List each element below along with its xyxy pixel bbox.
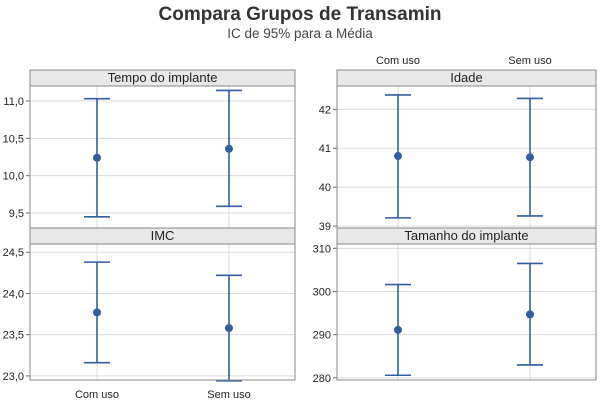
panel-tempo-do-implante-mean-point-com-uso	[93, 153, 101, 162]
panel-idade-mean-point-com-uso	[394, 152, 402, 161]
panel-tamanho-do-implante-y-tick-label: 300	[313, 286, 331, 298]
panel-idade-background	[337, 86, 596, 228]
x-category-label-bottom: Com uso	[75, 389, 119, 401]
panel-tempo-do-implante-y-tick-label: 11,0	[3, 96, 24, 108]
panel-imc-frame	[29, 227, 296, 381]
panel-tempo-do-implante-y-tick-label: 10,0	[3, 171, 24, 183]
panel-tamanho-do-implante-y-tick-label: 290	[313, 330, 331, 342]
panel-tempo-do-implante-y-tick-label: 9,5	[9, 208, 24, 220]
panel-tempo-do-implante-strip-label: Tempo do implante	[108, 70, 218, 85]
chart-subtitle: IC de 95% para a Média	[227, 26, 373, 41]
panel-imc-background	[30, 244, 295, 380]
panel-idade-y-tick-label: 41	[319, 143, 331, 155]
chart-title: Compara Grupos de Transamin	[159, 4, 442, 25]
panel-idade-y-tick-label: 39	[319, 221, 331, 233]
panel-tempo-do-implante-mean-point-sem-uso	[225, 144, 233, 153]
panel-tamanho-do-implante-background	[337, 244, 596, 380]
panel-imc-y-tick-label: 23,5	[3, 330, 24, 342]
panel-imc-y-tick-label: 23,0	[3, 371, 24, 383]
panel-imc-y-tick-label: 24,5	[3, 247, 24, 259]
panel-tamanho-do-implante-mean-point-com-uso	[394, 325, 402, 334]
x-category-label-top: Sem uso	[508, 55, 551, 67]
panel-idade-strip-label: Idade	[450, 70, 483, 85]
panel-idade-y-tick-label: 40	[319, 182, 331, 194]
panel-idade-mean-point-sem-uso	[526, 153, 534, 162]
panel-imc-mean-point-sem-uso	[225, 324, 233, 333]
panel-tamanho-do-implante-frame	[336, 227, 597, 381]
panel-tamanho-do-implante-mean-point-sem-uso	[526, 310, 534, 319]
panel-tamanho-do-implante-y-tick-label: 280	[313, 373, 331, 385]
panel-imc-y-tick-label: 24,0	[3, 288, 24, 300]
panel-imc-mean-point-com-uso	[93, 308, 101, 317]
x-category-label-bottom: Sem uso	[207, 389, 250, 401]
panel-idade-y-tick-label: 42	[319, 104, 331, 116]
panel-tempo-do-implante-y-tick-label: 10,5	[3, 133, 24, 145]
panel-tempo-do-implante-background	[30, 86, 295, 228]
panel-imc-strip-label: IMC	[151, 228, 175, 243]
panel-tamanho-do-implante-strip-label: Tamanho do implante	[404, 228, 528, 243]
panel-tamanho-do-implante-y-tick-label: 310	[313, 243, 331, 255]
panels-layer: 9,5 10,0 10,5 11,0 Tempo do implante 39 40 41 42…	[3, 55, 597, 401]
x-category-label-top: Com uso	[376, 55, 420, 67]
